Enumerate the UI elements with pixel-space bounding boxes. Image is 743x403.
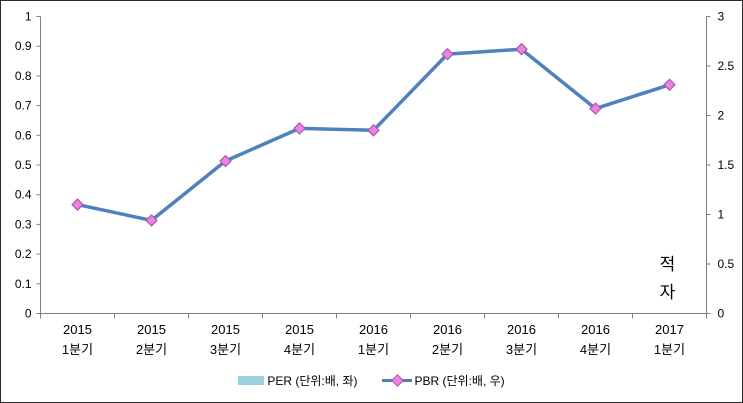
pbr-marker-diamond <box>663 78 676 92</box>
left-axis-tick-label: 0 <box>25 307 32 321</box>
x-axis-label-quarter: 2분기 <box>432 342 463 357</box>
x-axis-label-year: 2016 <box>433 322 462 337</box>
pbr-marker-diamond <box>441 47 454 61</box>
right-axis-tick-label: 1.5 <box>718 158 735 172</box>
left-axis-tick-label: 0.5 <box>15 158 32 172</box>
left-axis-tick-label: 0.7 <box>15 99 32 113</box>
x-axis-label-year: 2015 <box>211 322 240 337</box>
left-axis-tick-label: 0.3 <box>15 217 32 231</box>
left-axis-tick-label: 0.2 <box>15 247 32 261</box>
deficit-annotation: 적자 <box>659 255 676 302</box>
x-axis-label-year: 2016 <box>507 322 536 337</box>
x-axis-label-quarter: 1분기 <box>62 342 93 357</box>
pbr-marker-diamond <box>293 122 306 135</box>
left-axis-tick-label: 0.6 <box>15 128 32 142</box>
x-axis-label-quarter: 4분기 <box>284 342 315 357</box>
x-axis-label-quarter: 1분기 <box>654 342 685 357</box>
per-swatch-icon <box>238 376 265 385</box>
x-axis-label-quarter: 3분기 <box>506 342 537 357</box>
right-axis-tick-label: 0.5 <box>718 257 735 271</box>
left-axis-tick-label: 0.1 <box>15 277 32 291</box>
left-axis-tick-label: 0.4 <box>15 188 32 202</box>
legend: PER (단위:배, 좌) PBR (단위:배, 우) <box>1 372 742 389</box>
right-axis-tick-label: 2 <box>718 109 725 123</box>
right-axis-tick-label: 0 <box>718 307 725 321</box>
right-axis-tick-label: 3 <box>718 10 725 24</box>
legend-item-per: PER (단위:배, 좌) <box>238 372 358 389</box>
pbr-line-marker-icon <box>381 374 412 387</box>
right-axis-tick-label: 2.5 <box>718 59 735 73</box>
pbr-marker-diamond <box>71 198 84 211</box>
pbr-marker-diamond <box>589 102 602 115</box>
x-axis-label-year: 2015 <box>285 322 314 337</box>
pbr-marker-diamond <box>515 42 528 56</box>
pbr-marker-diamond <box>145 214 158 227</box>
pbr-marker-diamond <box>219 154 232 168</box>
x-axis-label-quarter: 3분기 <box>210 342 241 357</box>
x-axis-label-year: 2016 <box>359 322 388 337</box>
x-axis-label-year: 2016 <box>581 322 610 337</box>
x-axis-label-year: 2015 <box>137 322 166 337</box>
legend-item-pbr: PBR (단위:배, 우) <box>381 372 505 389</box>
legend-label-per: PER (단위:배, 좌) <box>267 374 358 388</box>
legend-label-pbr: PBR (단위:배, 우) <box>414 374 505 388</box>
pbr-legend-diamond <box>390 374 404 387</box>
left-axis-tick-label: 0.8 <box>15 69 32 83</box>
pbr-marker-diamond <box>367 124 380 137</box>
x-axis-label-quarter: 4분기 <box>580 342 611 357</box>
x-axis-label-year: 2017 <box>655 322 684 337</box>
left-axis-tick-label: 1 <box>25 10 32 24</box>
x-axis-label-quarter: 2분기 <box>136 342 167 357</box>
left-axis-tick-label: 0.9 <box>15 39 32 53</box>
x-axis-label-quarter: 1분기 <box>358 342 389 357</box>
right-axis-tick-label: 1 <box>718 208 725 222</box>
x-axis-label-year: 2015 <box>63 322 92 337</box>
